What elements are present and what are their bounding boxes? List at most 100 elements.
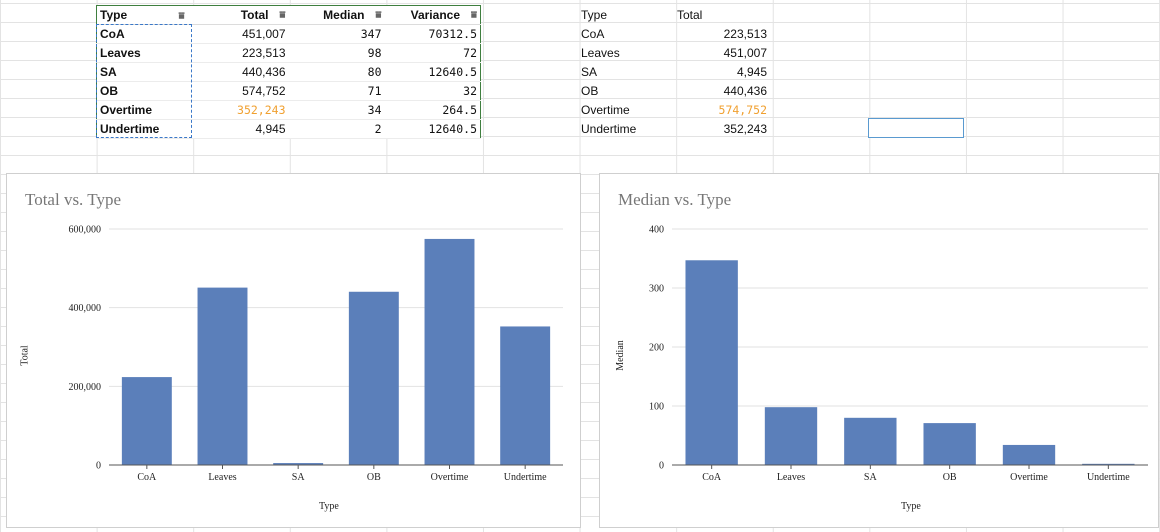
header-type-label: Type	[100, 8, 128, 22]
x-tick-label: SA	[292, 472, 306, 483]
chart-plot-area: 0 100 200 300 400 CoA Leaves SA OB Overtime Undert…	[649, 225, 1148, 483]
y-tick-label: 600,000	[69, 225, 102, 236]
y-tick-label: 200	[649, 343, 664, 354]
cell-median[interactable]: 71	[288, 81, 385, 101]
cell-type[interactable]: CoA	[96, 24, 193, 44]
x-tick-label: CoA	[137, 472, 157, 483]
bar-leaves	[764, 407, 818, 465]
header-variance[interactable]: Variance ⩸	[384, 5, 481, 25]
cell-type[interactable]: Leaves	[96, 43, 193, 63]
cell-total[interactable]: 440,436	[192, 62, 289, 82]
cell-median[interactable]: 2	[288, 119, 385, 139]
x-tick-label: Overtime	[1010, 472, 1048, 483]
header-total[interactable]: Total	[677, 7, 703, 22]
cell-variance[interactable]: 72	[384, 43, 481, 63]
x-tick-label: Undertime	[504, 472, 547, 483]
chart-title: Median vs. Type	[618, 190, 732, 209]
cell-variance[interactable]: 12640.5	[384, 119, 481, 139]
header-total-label: Total	[240, 8, 269, 22]
y-tick-label: 100	[649, 402, 664, 413]
active-cell-cursor[interactable]	[868, 118, 964, 138]
cell-median[interactable]: 34	[288, 100, 385, 120]
cell-median[interactable]: 347	[288, 24, 385, 44]
total-vs-type-chart[interactable]: Total vs. Type Total Type 0 200,000 400,00…	[6, 173, 581, 528]
x-tick-label: Overtime	[431, 472, 469, 483]
header-median-label: Median	[323, 8, 365, 22]
x-tick-label: OB	[943, 472, 957, 483]
bar-sa	[273, 463, 324, 465]
cell-total[interactable]: 223,513	[723, 26, 767, 41]
filter-icon[interactable]: ⩸	[375, 10, 382, 22]
cell-type[interactable]: Leaves	[581, 45, 620, 60]
cell-variance[interactable]: 70312.5	[384, 24, 481, 44]
table-header-row: Type Total	[578, 5, 770, 24]
bar-leaves	[197, 287, 248, 465]
header-type[interactable]: Type ⩸	[96, 5, 193, 25]
chart-title: Total vs. Type	[25, 190, 121, 209]
cell-type[interactable]: CoA	[581, 26, 605, 41]
filter-icon[interactable]: ⩸	[178, 11, 185, 22]
cell-total[interactable]: 352,243	[192, 100, 289, 120]
cell-type[interactable]: Overtime	[96, 100, 193, 120]
summary-table: Type ⩸ Total ⩸ Median ⩸ Variance ⩸ CoA 451,0…	[96, 5, 481, 139]
y-tick-label: 200,000	[69, 382, 102, 393]
table-row: CoA 451,007 347 70312.5	[96, 24, 481, 44]
x-axis-label: Type	[901, 501, 921, 512]
x-tick-label: Leaves	[777, 472, 805, 483]
table-row: SA 4,945	[578, 62, 770, 81]
bar-undertime	[1082, 463, 1135, 465]
table-row: SA 440,436 80 12640.5	[96, 62, 481, 82]
cell-type[interactable]: OB	[581, 83, 599, 98]
bar-sa	[844, 417, 897, 465]
y-tick-label: 0	[96, 461, 101, 472]
cell-total[interactable]: 4,945	[736, 64, 767, 79]
table-row: OB 574,752 71 32	[96, 81, 481, 101]
header-type[interactable]: Type	[581, 7, 608, 22]
table-row: Overtime 574,752	[578, 100, 770, 119]
cell-median[interactable]: 98	[288, 43, 385, 63]
filter-icon[interactable]: ⩸	[279, 10, 286, 22]
y-tick-label: 400	[649, 225, 664, 236]
table-row: Leaves 451,007	[578, 43, 770, 62]
cell-total[interactable]: 4,945	[192, 119, 289, 139]
x-tick-label: Undertime	[1087, 472, 1130, 483]
x-tick-label: SA	[864, 472, 878, 483]
chart-plot-area: 0 200,000 400,000 600,000 CoA Leaves SA OB Overt…	[69, 225, 563, 483]
table-row: Undertime 352,243	[578, 119, 770, 138]
cell-total[interactable]: 440,436	[723, 83, 767, 98]
cell-total[interactable]: 451,007	[723, 45, 767, 60]
cell-type[interactable]: SA	[581, 64, 598, 79]
cell-total[interactable]: 223,513	[192, 43, 289, 63]
cell-type[interactable]: SA	[96, 62, 193, 82]
summary-header-row: Type ⩸ Total ⩸ Median ⩸ Variance ⩸	[96, 5, 481, 25]
cell-type[interactable]: OB	[96, 81, 193, 101]
cell-variance[interactable]: 32	[384, 81, 481, 101]
median-vs-type-chart[interactable]: Median vs. Type Median Type 0 100 200 300 40…	[599, 173, 1159, 528]
bar-ob	[348, 291, 399, 465]
y-tick-label: 400,000	[69, 303, 102, 314]
cell-type[interactable]: Undertime	[581, 121, 637, 136]
type-total-table: Type Total CoA 223,513 Leaves 451,007 SA…	[578, 5, 770, 138]
header-variance-label: Variance	[410, 8, 460, 22]
x-tick-label: OB	[367, 472, 381, 483]
cell-type[interactable]: Overtime	[581, 102, 630, 117]
x-tick-label: Leaves	[208, 472, 236, 483]
table-row: OB 440,436	[578, 81, 770, 100]
table-row: CoA 223,513	[578, 24, 770, 43]
bar-ob	[923, 423, 976, 465]
header-median[interactable]: Median ⩸	[288, 5, 385, 25]
bar-coa	[121, 377, 172, 465]
filter-icon[interactable]: ⩸	[470, 10, 477, 22]
cell-total[interactable]: 352,243	[723, 121, 767, 136]
cell-variance[interactable]: 12640.5	[384, 62, 481, 82]
table-row: Undertime 4,945 2 12640.5	[96, 119, 481, 139]
header-total[interactable]: Total ⩸	[192, 5, 289, 25]
cell-total[interactable]: 451,007	[192, 24, 289, 44]
bar-overtime	[424, 238, 475, 465]
cell-median[interactable]: 80	[288, 62, 385, 82]
cell-type[interactable]: Undertime	[96, 119, 193, 139]
cell-total[interactable]: 574,752	[718, 102, 767, 117]
cell-variance[interactable]: 264.5	[384, 100, 481, 120]
cell-total[interactable]: 574,752	[192, 81, 289, 101]
bar-undertime	[500, 326, 551, 465]
